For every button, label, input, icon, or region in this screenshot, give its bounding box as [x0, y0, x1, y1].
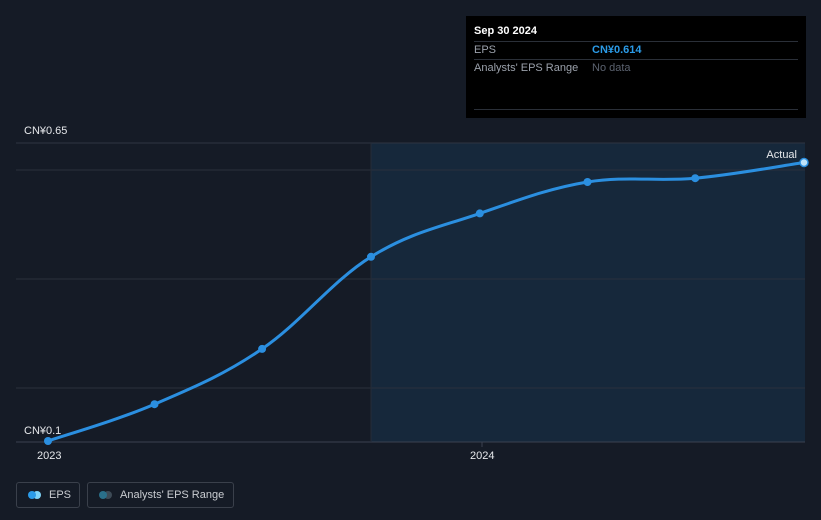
eps-point[interactable]: [475, 209, 484, 218]
forecast-region: [371, 143, 805, 442]
range-legend-icon: [99, 491, 113, 499]
tooltip-date: Sep 30 2024: [474, 25, 537, 37]
eps-point-latest[interactable]: [799, 157, 809, 168]
eps-point[interactable]: [150, 400, 159, 409]
tooltip-value-range: No data: [592, 62, 631, 74]
x-tick-label-2023: 2023: [37, 450, 61, 462]
legend-label-eps: EPS: [49, 489, 72, 501]
eps-point[interactable]: [258, 344, 267, 353]
legend-dot: [33, 491, 41, 499]
y-axis-top-label: CN¥0.65: [24, 125, 67, 137]
tooltip: Sep 30 2024 EPS CN¥0.614 Analysts' EPS R…: [466, 16, 806, 118]
legend-dot: [104, 491, 112, 499]
tooltip-label-eps: EPS: [474, 44, 497, 56]
tooltip-label-range: Analysts' EPS Range: [474, 62, 579, 74]
legend-eps[interactable]: EPS: [16, 482, 80, 508]
eps-point[interactable]: [691, 174, 700, 183]
tooltip-row-range: Analysts' EPS Range No data: [474, 59, 798, 78]
legend-dot: [28, 491, 36, 499]
tooltip-row-eps: EPS CN¥0.614: [474, 41, 798, 60]
eps-legend-icon: [28, 491, 42, 499]
legend-label-range: Analysts' EPS Range: [120, 489, 225, 501]
eps-point[interactable]: [44, 437, 52, 445]
legend-dot: [99, 491, 107, 499]
eps-point[interactable]: [367, 252, 375, 261]
legend-analysts-range[interactable]: Analysts' EPS Range: [87, 482, 234, 508]
tooltip-value-eps: CN¥0.614: [592, 44, 642, 56]
eps-series-points: [44, 157, 809, 445]
y-axis-bottom-label: CN¥0.1: [24, 425, 61, 437]
eps-point[interactable]: [583, 178, 592, 186]
actual-label: Actual: [766, 149, 797, 161]
eps-series-line: [46, 161, 806, 443]
x-tick-label-2024: 2024: [470, 450, 494, 462]
tooltip-divider: [474, 109, 798, 110]
